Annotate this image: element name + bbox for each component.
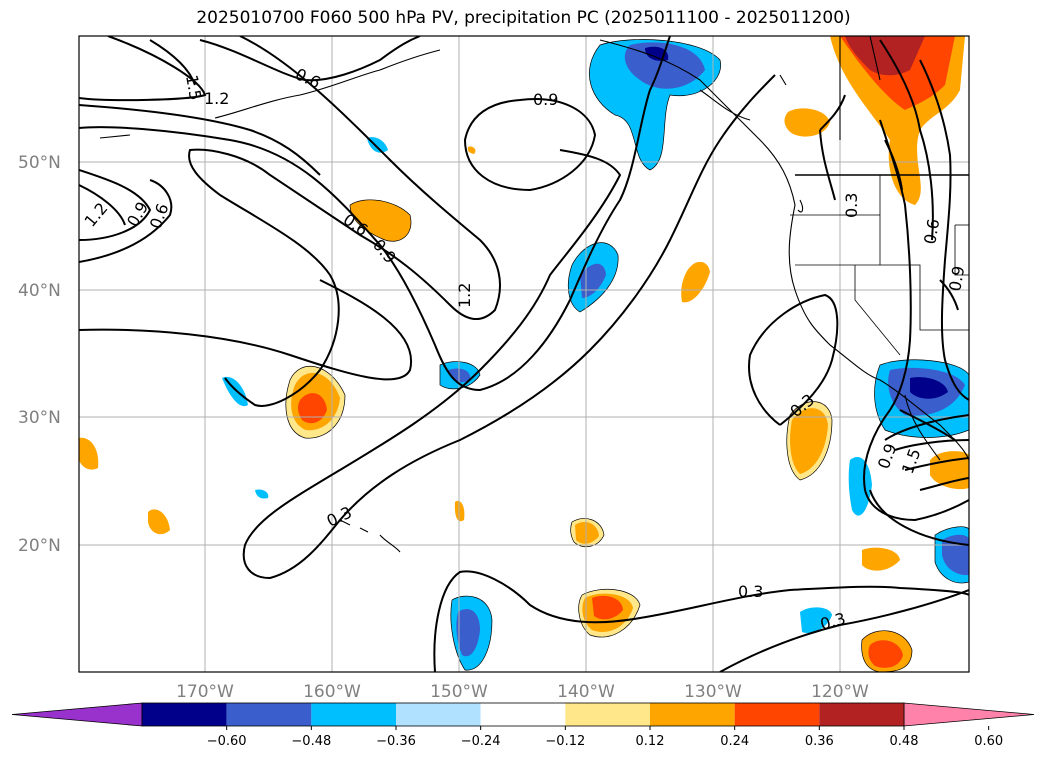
map-title: 2025010700 F060 500 hPa PV, precipitatio… bbox=[196, 8, 851, 28]
contour-label: 0.9 bbox=[945, 264, 968, 292]
contour-label: 1.5 bbox=[182, 73, 205, 101]
contour-label: 0.3 bbox=[738, 582, 763, 601]
colorbar-tick-label: −0.48 bbox=[291, 734, 331, 749]
colorbar-segment bbox=[226, 703, 312, 726]
contour-label: 1.2 bbox=[455, 283, 474, 308]
colorbar: −0.60 −0.48 −0.36 −0.24 −0.12 0.12 0.24 0.36 0.4… bbox=[11, 702, 1035, 749]
lat-label: 50°N bbox=[18, 153, 61, 173]
colorbar-segment bbox=[734, 703, 820, 726]
colorbar-tick-label: −0.60 bbox=[207, 734, 247, 749]
colorbar-segment bbox=[565, 703, 650, 726]
coastlines bbox=[99, 36, 969, 553]
lon-label: 160°W bbox=[303, 682, 361, 702]
lon-label: 130°W bbox=[684, 682, 742, 702]
colorbar-segment bbox=[650, 703, 735, 726]
colorbar-frame bbox=[141, 702, 905, 727]
colorbar-tick-label: 0.36 bbox=[805, 734, 834, 749]
precip-shading bbox=[79, 36, 969, 672]
state-borders bbox=[790, 175, 969, 356]
colorbar-tick-label: −0.12 bbox=[545, 734, 585, 749]
colorbar-segment bbox=[480, 703, 566, 726]
contour-label: 0.6 bbox=[920, 217, 943, 245]
lon-label: 150°W bbox=[430, 682, 488, 702]
colorbar-extend-low bbox=[11, 702, 143, 727]
colorbar-extend-high bbox=[903, 702, 1035, 727]
colorbar-segment bbox=[142, 703, 227, 726]
longitude-labels: 170°W 160°W 150°W 140°W 130°W 120°W bbox=[176, 682, 869, 702]
lon-label: 140°W bbox=[557, 682, 615, 702]
colorbar-segment bbox=[396, 703, 481, 726]
lat-label: 20°N bbox=[18, 536, 61, 556]
colorbar-tick-label: 0.12 bbox=[636, 734, 665, 749]
contour-label: 0.3 bbox=[842, 193, 861, 218]
colorbar-tick-label: −0.24 bbox=[461, 734, 501, 749]
pv-contours bbox=[79, 36, 969, 672]
colorbar-tick-label: 0.24 bbox=[720, 734, 749, 749]
plot-frame bbox=[78, 35, 970, 673]
colorbar-segment bbox=[311, 703, 396, 726]
lat-label: 30°N bbox=[18, 408, 61, 428]
colorbar-tick-label: 0.60 bbox=[974, 734, 1003, 749]
latitude-labels: 50°N 40°N 30°N 20°N bbox=[18, 153, 61, 556]
lon-label: 170°W bbox=[176, 682, 234, 702]
contour-label: 1.2 bbox=[204, 89, 229, 108]
colorbar-tick-label: 0.48 bbox=[890, 734, 919, 749]
colorbar-tick-label: −0.36 bbox=[376, 734, 416, 749]
colorbar-segment bbox=[819, 703, 904, 726]
lat-label: 40°N bbox=[18, 281, 61, 301]
lon-label: 120°W bbox=[811, 682, 869, 702]
plot-area bbox=[79, 36, 969, 672]
contour-label: 0.9 bbox=[533, 90, 558, 109]
